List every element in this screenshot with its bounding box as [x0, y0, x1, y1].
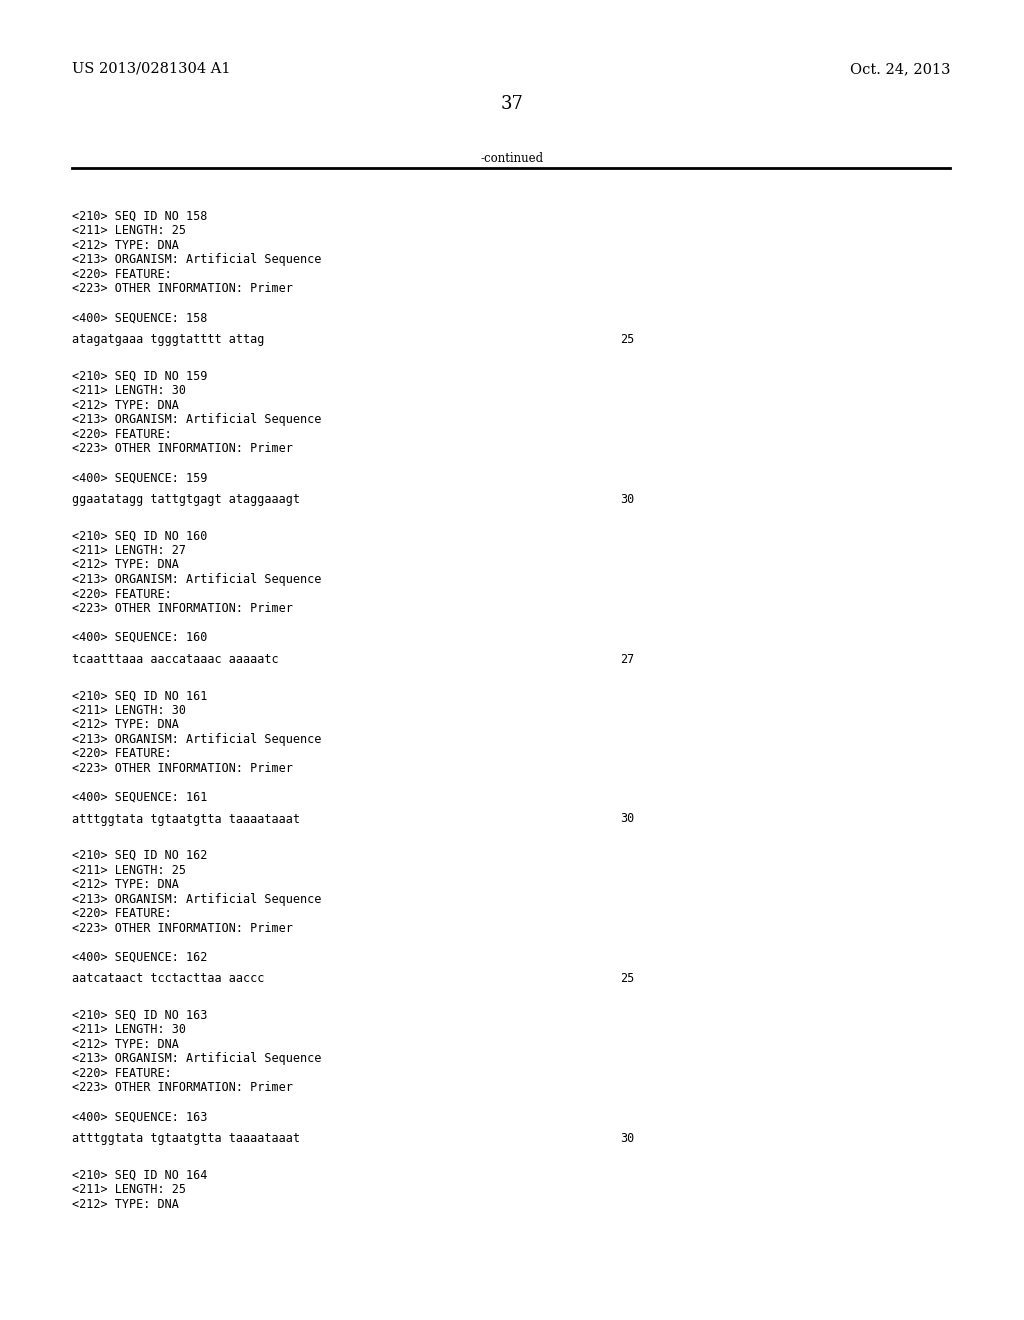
Text: <223> OTHER INFORMATION: Primer: <223> OTHER INFORMATION: Primer — [72, 602, 293, 615]
Text: <223> OTHER INFORMATION: Primer: <223> OTHER INFORMATION: Primer — [72, 1081, 293, 1094]
Text: <210> SEQ ID NO 161: <210> SEQ ID NO 161 — [72, 689, 208, 702]
Text: <213> ORGANISM: Artificial Sequence: <213> ORGANISM: Artificial Sequence — [72, 733, 322, 746]
Text: <212> TYPE: DNA: <212> TYPE: DNA — [72, 718, 179, 731]
Text: 27: 27 — [620, 653, 634, 665]
Text: <220> FEATURE:: <220> FEATURE: — [72, 428, 172, 441]
Text: tcaatttaaa aaccataaac aaaaatc: tcaatttaaa aaccataaac aaaaatc — [72, 653, 279, 665]
Text: aatcataact tcctacttaa aaccc: aatcataact tcctacttaa aaccc — [72, 973, 264, 985]
Text: <211> LENGTH: 30: <211> LENGTH: 30 — [72, 704, 186, 717]
Text: <212> TYPE: DNA: <212> TYPE: DNA — [72, 878, 179, 891]
Text: <213> ORGANISM: Artificial Sequence: <213> ORGANISM: Artificial Sequence — [72, 253, 322, 267]
Text: <220> FEATURE:: <220> FEATURE: — [72, 587, 172, 601]
Text: <212> TYPE: DNA: <212> TYPE: DNA — [72, 399, 179, 412]
Text: atttggtata tgtaatgtta taaaataaat: atttggtata tgtaatgtta taaaataaat — [72, 1133, 300, 1144]
Text: <223> OTHER INFORMATION: Primer: <223> OTHER INFORMATION: Primer — [72, 921, 293, 935]
Text: 37: 37 — [501, 95, 523, 114]
Text: ggaatatagg tattgtgagt ataggaaagt: ggaatatagg tattgtgagt ataggaaagt — [72, 492, 300, 506]
Text: <212> TYPE: DNA: <212> TYPE: DNA — [72, 1197, 179, 1210]
Text: <400> SEQUENCE: 158: <400> SEQUENCE: 158 — [72, 312, 208, 325]
Text: <220> FEATURE:: <220> FEATURE: — [72, 1067, 172, 1080]
Text: <210> SEQ ID NO 162: <210> SEQ ID NO 162 — [72, 849, 208, 862]
Text: <213> ORGANISM: Artificial Sequence: <213> ORGANISM: Artificial Sequence — [72, 573, 322, 586]
Text: atagatgaaa tgggtatttt attag: atagatgaaa tgggtatttt attag — [72, 333, 264, 346]
Text: <210> SEQ ID NO 163: <210> SEQ ID NO 163 — [72, 1008, 208, 1022]
Text: <211> LENGTH: 25: <211> LENGTH: 25 — [72, 224, 186, 238]
Text: <211> LENGTH: 25: <211> LENGTH: 25 — [72, 863, 186, 876]
Text: <212> TYPE: DNA: <212> TYPE: DNA — [72, 558, 179, 572]
Text: <210> SEQ ID NO 160: <210> SEQ ID NO 160 — [72, 529, 208, 543]
Text: US 2013/0281304 A1: US 2013/0281304 A1 — [72, 62, 230, 77]
Text: <220> FEATURE:: <220> FEATURE: — [72, 747, 172, 760]
Text: <211> LENGTH: 30: <211> LENGTH: 30 — [72, 1023, 186, 1036]
Text: <213> ORGANISM: Artificial Sequence: <213> ORGANISM: Artificial Sequence — [72, 892, 322, 906]
Text: <212> TYPE: DNA: <212> TYPE: DNA — [72, 1038, 179, 1051]
Text: 25: 25 — [620, 973, 634, 985]
Text: <220> FEATURE:: <220> FEATURE: — [72, 907, 172, 920]
Text: <211> LENGTH: 27: <211> LENGTH: 27 — [72, 544, 186, 557]
Text: 30: 30 — [620, 813, 634, 825]
Text: <211> LENGTH: 25: <211> LENGTH: 25 — [72, 1183, 186, 1196]
Text: <400> SEQUENCE: 162: <400> SEQUENCE: 162 — [72, 950, 208, 964]
Text: <400> SEQUENCE: 160: <400> SEQUENCE: 160 — [72, 631, 208, 644]
Text: <211> LENGTH: 30: <211> LENGTH: 30 — [72, 384, 186, 397]
Text: <212> TYPE: DNA: <212> TYPE: DNA — [72, 239, 179, 252]
Text: <223> OTHER INFORMATION: Primer: <223> OTHER INFORMATION: Primer — [72, 282, 293, 296]
Text: <210> SEQ ID NO 164: <210> SEQ ID NO 164 — [72, 1168, 208, 1181]
Text: <213> ORGANISM: Artificial Sequence: <213> ORGANISM: Artificial Sequence — [72, 413, 322, 426]
Text: Oct. 24, 2013: Oct. 24, 2013 — [850, 62, 950, 77]
Text: <223> OTHER INFORMATION: Primer: <223> OTHER INFORMATION: Primer — [72, 762, 293, 775]
Text: <210> SEQ ID NO 159: <210> SEQ ID NO 159 — [72, 370, 208, 383]
Text: <210> SEQ ID NO 158: <210> SEQ ID NO 158 — [72, 210, 208, 223]
Text: atttggtata tgtaatgtta taaaataaat: atttggtata tgtaatgtta taaaataaat — [72, 813, 300, 825]
Text: <220> FEATURE:: <220> FEATURE: — [72, 268, 172, 281]
Text: <213> ORGANISM: Artificial Sequence: <213> ORGANISM: Artificial Sequence — [72, 1052, 322, 1065]
Text: 25: 25 — [620, 333, 634, 346]
Text: <400> SEQUENCE: 163: <400> SEQUENCE: 163 — [72, 1110, 208, 1123]
Text: <400> SEQUENCE: 161: <400> SEQUENCE: 161 — [72, 791, 208, 804]
Text: -continued: -continued — [480, 152, 544, 165]
Text: <223> OTHER INFORMATION: Primer: <223> OTHER INFORMATION: Primer — [72, 442, 293, 455]
Text: <400> SEQUENCE: 159: <400> SEQUENCE: 159 — [72, 471, 208, 484]
Text: 30: 30 — [620, 492, 634, 506]
Text: 30: 30 — [620, 1133, 634, 1144]
